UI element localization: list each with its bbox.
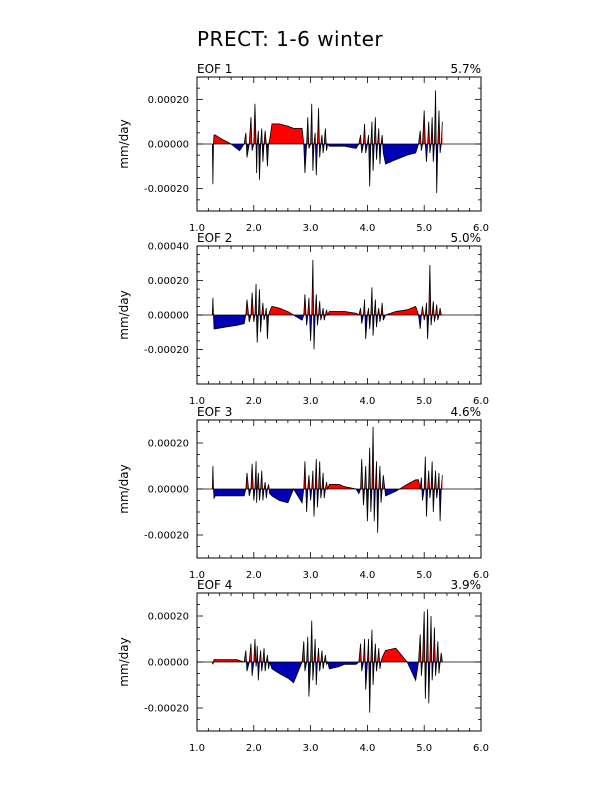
eof-panel-1: 1.0 2.0 3.0 4.0 5.0 6.0 -0.00020 0.00000 0.00020… bbox=[117, 62, 489, 234]
x-tick-label: 1.0 bbox=[189, 223, 205, 234]
y-tick-label: 0.00000 bbox=[148, 311, 189, 322]
x-tick-label: 4.0 bbox=[359, 223, 375, 234]
x-tick-label: 6.0 bbox=[473, 570, 489, 581]
x-tick-label: 1.0 bbox=[189, 743, 205, 754]
y-tick-label: 0.00000 bbox=[148, 658, 189, 669]
eof-2-series-line bbox=[211, 259, 443, 350]
x-tick-label: 6.0 bbox=[473, 223, 489, 234]
y-tick-label: 0.00020 bbox=[148, 276, 189, 287]
x-tick-label: 3.0 bbox=[303, 396, 319, 407]
x-tick-label: 3.0 bbox=[303, 570, 319, 581]
y-tick-label: 0.00020 bbox=[148, 439, 189, 450]
panels-group: 1.0 2.0 3.0 4.0 5.0 6.0 -0.00020 0.00000 0.00020… bbox=[117, 62, 489, 754]
x-tick-label: 4.0 bbox=[359, 743, 375, 754]
x-tick-label: 2.0 bbox=[246, 570, 262, 581]
figure-title: PRECT: 1-6 winter bbox=[197, 27, 383, 51]
x-tick-label: 6.0 bbox=[473, 743, 489, 754]
eof-panel-3: 1.0 2.0 3.0 4.0 5.0 6.0 -0.00020 0.00000 0.00020… bbox=[117, 405, 489, 581]
eof-1-positive-area bbox=[212, 90, 443, 144]
x-tick-label: 2.0 bbox=[246, 223, 262, 234]
y-axis-label: mm/day bbox=[117, 290, 131, 340]
y-tick-label: -0.00020 bbox=[144, 345, 189, 356]
x-tick-label: 5.0 bbox=[416, 743, 432, 754]
panel-percent: 4.6% bbox=[451, 405, 482, 419]
x-tick-label: 6.0 bbox=[473, 396, 489, 407]
eof-1-series-line bbox=[211, 90, 443, 194]
panel-name: EOF 1 bbox=[197, 62, 232, 76]
x-tick-label: 2.0 bbox=[246, 396, 262, 407]
panel-name: EOF 4 bbox=[197, 578, 232, 592]
panel-percent: 5.7% bbox=[451, 62, 482, 76]
eof-3-negative-area bbox=[212, 489, 443, 533]
eof-panel-4: 1.0 2.0 3.0 4.0 5.0 6.0 -0.00020 0.00000 0.00020… bbox=[117, 578, 489, 754]
x-tick-label: 2.0 bbox=[246, 743, 262, 754]
y-axis-label: mm/day bbox=[117, 119, 131, 169]
panel-name: EOF 3 bbox=[197, 405, 232, 419]
y-tick-label: 0.00000 bbox=[148, 485, 189, 496]
eof-3-series-line bbox=[211, 426, 443, 533]
x-tick-label: 3.0 bbox=[303, 743, 319, 754]
y-tick-label: -0.00020 bbox=[144, 184, 189, 195]
x-tick-label: 4.0 bbox=[359, 396, 375, 407]
x-tick-label: 1.0 bbox=[189, 570, 205, 581]
x-tick-label: 5.0 bbox=[416, 396, 432, 407]
y-tick-label: -0.00020 bbox=[144, 704, 189, 715]
y-tick-label: 0.00020 bbox=[148, 612, 189, 623]
eof-2-negative-area bbox=[212, 315, 443, 350]
y-tick-label: 0.00020 bbox=[148, 95, 189, 106]
eof-4-negative-area bbox=[212, 662, 443, 713]
panel-percent: 3.9% bbox=[451, 578, 482, 592]
x-tick-label: 5.0 bbox=[416, 223, 432, 234]
panel-percent: 5.0% bbox=[451, 231, 482, 245]
x-tick-label: 5.0 bbox=[416, 570, 432, 581]
x-tick-label: 4.0 bbox=[359, 570, 375, 581]
eof-1-negative-area bbox=[212, 144, 443, 194]
eof-4-positive-area bbox=[212, 609, 443, 662]
eof-4-series-line bbox=[211, 609, 443, 713]
x-tick-label: 1.0 bbox=[189, 396, 205, 407]
y-axis-label: mm/day bbox=[117, 464, 131, 514]
y-tick-label: 0.00000 bbox=[148, 140, 189, 151]
eof-panel-2: 1.0 2.0 3.0 4.0 5.0 6.0 -0.00020 0.00000 0.00020… bbox=[117, 231, 489, 407]
x-tick-label: 3.0 bbox=[303, 223, 319, 234]
y-tick-label: 0.00040 bbox=[148, 242, 189, 253]
panel-name: EOF 2 bbox=[197, 231, 232, 245]
y-axis-label: mm/day bbox=[117, 637, 131, 687]
y-tick-label: -0.00020 bbox=[144, 531, 189, 542]
